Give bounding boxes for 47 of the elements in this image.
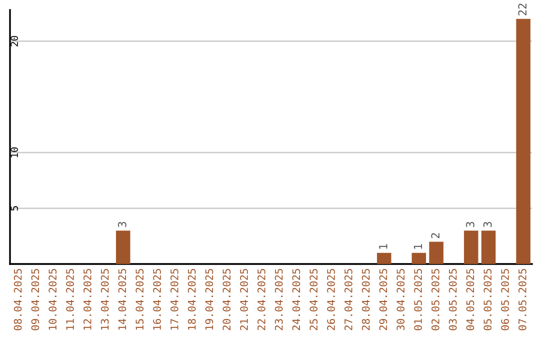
- x-tick-label: 22.04.2025: [257, 269, 266, 330]
- x-tick-label: 29.04.2025: [379, 269, 388, 330]
- x-tick-label: 19.04.2025: [205, 269, 214, 330]
- x-tick-label: 10.04.2025: [48, 269, 57, 330]
- x-tick-label: 12.04.2025: [83, 269, 92, 330]
- x-tick-label: 21.04.2025: [240, 269, 248, 330]
- x-tick-label: 08.04.2025: [14, 269, 22, 330]
- data-label: 22: [518, 4, 526, 16]
- x-tick-label: 25.04.2025: [310, 269, 318, 330]
- bar: [464, 230, 478, 264]
- x-tick-label: 06.05.2025: [501, 269, 509, 330]
- bar: [376, 252, 392, 264]
- x-tick-label: 17.04.2025: [170, 269, 178, 330]
- x-tick-label: 16.04.2025: [153, 269, 161, 330]
- x-tick-label: 04.05.2025: [466, 269, 474, 330]
- x-tick-label: 09.04.2025: [31, 269, 40, 330]
- x-tick-label: 11.04.2025: [66, 269, 74, 330]
- bar: [116, 230, 130, 264]
- x-tick-label: 05.05.2025: [484, 269, 492, 330]
- bar: [481, 230, 496, 264]
- x-tick-label: 26.04.2025: [327, 269, 335, 330]
- data-label: 1: [379, 244, 388, 249]
- data-label: 3: [118, 222, 126, 228]
- x-tick-label: 24.04.2025: [292, 269, 300, 330]
- x-tick-label: 15.04.2025: [136, 269, 144, 330]
- x-tick-label: 03.05.2025: [448, 269, 457, 330]
- x-tick-label: 01.05.2025: [414, 269, 422, 330]
- bar: [429, 242, 444, 264]
- x-tick-label: 27.04.2025: [344, 269, 352, 330]
- bar: [516, 18, 530, 264]
- data-label: 2: [431, 233, 440, 238]
- data-label: 1: [414, 244, 422, 249]
- y-tick-label: 5: [10, 206, 18, 211]
- y-tick-label: 20: [10, 36, 18, 46]
- x-tick-label: 23.04.2025: [274, 269, 283, 330]
- x-tick-label: 30.04.2025: [396, 269, 405, 330]
- x-tick-label: 14.04.2025: [118, 269, 126, 330]
- y-tick-label: 10: [10, 147, 18, 158]
- data-label: 3: [483, 222, 492, 228]
- x-tick-label: 28.04.2025: [362, 269, 370, 330]
- bar: [412, 252, 426, 264]
- x-tick-label: 20.04.2025: [222, 269, 231, 330]
- x-tick-label: 18.04.2025: [188, 269, 196, 330]
- x-tick-label: 02.05.2025: [431, 269, 440, 330]
- x-tick-label: 13.04.2025: [100, 269, 109, 330]
- data-label: 3: [466, 222, 474, 228]
- x-tick-label: 07.05.2025: [518, 269, 526, 330]
